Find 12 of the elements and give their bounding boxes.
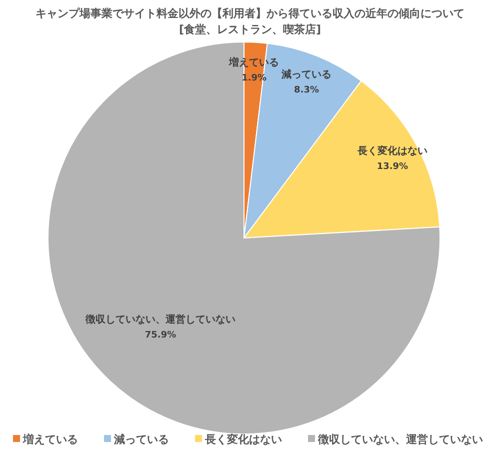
chart-title: キャンプ場事業でサイト料金以外の【利用者】から得ている収入の近年の傾向について [36,7,464,20]
legend-label: 徴収していない、運営していない [317,433,483,446]
slice-label: 徴収していない、運営していない [84,313,236,326]
legend-label: 増えている [22,433,78,446]
chart-subtitle: [食堂、レストラン、喫茶店] [178,23,322,36]
data-label: 8.3% [294,85,320,96]
data-label: 75.9% [144,330,176,340]
pie-slice [48,42,440,434]
legend-label: 長く変化はない [204,433,282,446]
slice-label: 減っている [280,68,332,80]
data-label: 13.9% [376,162,408,172]
legend-label: 減っている [113,433,169,446]
